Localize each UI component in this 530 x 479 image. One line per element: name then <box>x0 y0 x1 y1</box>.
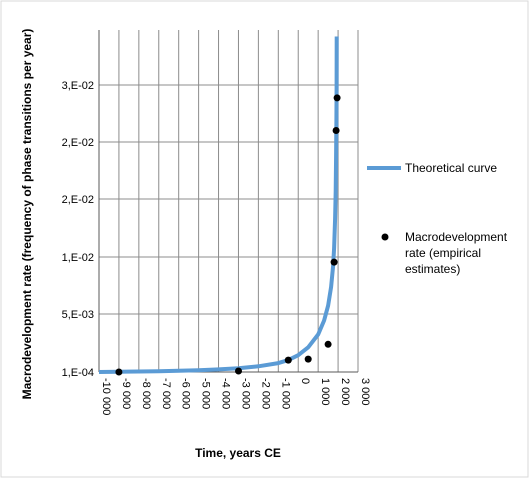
empirical-point <box>235 367 242 375</box>
x-tick-label: 3 000 <box>359 378 371 406</box>
empirical-point <box>115 368 123 376</box>
empirical-point <box>330 258 338 266</box>
x-tick-label: -10 000 <box>100 378 112 415</box>
y-tick-label: 3,E-02 <box>62 80 94 92</box>
tick-labels: -10 000 -9 000 -8 000 -7 000 -6 000 -5 000 -4 … <box>62 80 371 415</box>
empirical-point <box>332 127 340 134</box>
empirical-point <box>304 355 312 363</box>
legend-label-empirical: Macrodevelopment rate (empirical estimat… <box>405 230 510 276</box>
legend-label-theoretical: Theoretical curve <box>405 161 497 175</box>
x-tick-label: -6 000 <box>180 378 192 409</box>
x-tick-label: -4 000 <box>220 378 232 409</box>
x-tick-label: -3 000 <box>239 378 251 409</box>
x-tick-label: -5 000 <box>200 378 212 409</box>
x-axis-title: Time, years CE <box>195 446 281 460</box>
y-tick-label: 1,E-02 <box>62 252 94 264</box>
y-tick-label: 2,E-02 <box>62 137 94 149</box>
empirical-point <box>324 340 332 348</box>
y-axis-title: Macrodevelopment rate (frequency of phas… <box>20 29 34 400</box>
x-tick-label: 1 000 <box>319 378 331 406</box>
empirical-point <box>284 356 292 364</box>
y-tick-label: 5,E-03 <box>62 309 94 321</box>
empirical-point <box>333 94 341 102</box>
theoretical-curve-line <box>98 36 339 374</box>
x-tick-label: 0 <box>299 378 311 384</box>
y-tick-label: 2,E-02 <box>62 194 94 206</box>
legend-marker-swatch <box>381 233 389 241</box>
x-tick-label: -9 000 <box>120 378 132 409</box>
legend: Theoretical curve Macrodevelopment rate … <box>367 161 510 276</box>
x-tick-label: 2 000 <box>339 378 351 406</box>
x-tick-label: -1 000 <box>279 378 291 409</box>
x-tick-label: -8 000 <box>140 378 152 409</box>
y-tick-label: 1,E-04 <box>62 367 94 379</box>
x-tick-label: -7 000 <box>160 378 172 409</box>
series-layer <box>98 36 341 376</box>
x-tick-label: -2 000 <box>259 378 271 409</box>
